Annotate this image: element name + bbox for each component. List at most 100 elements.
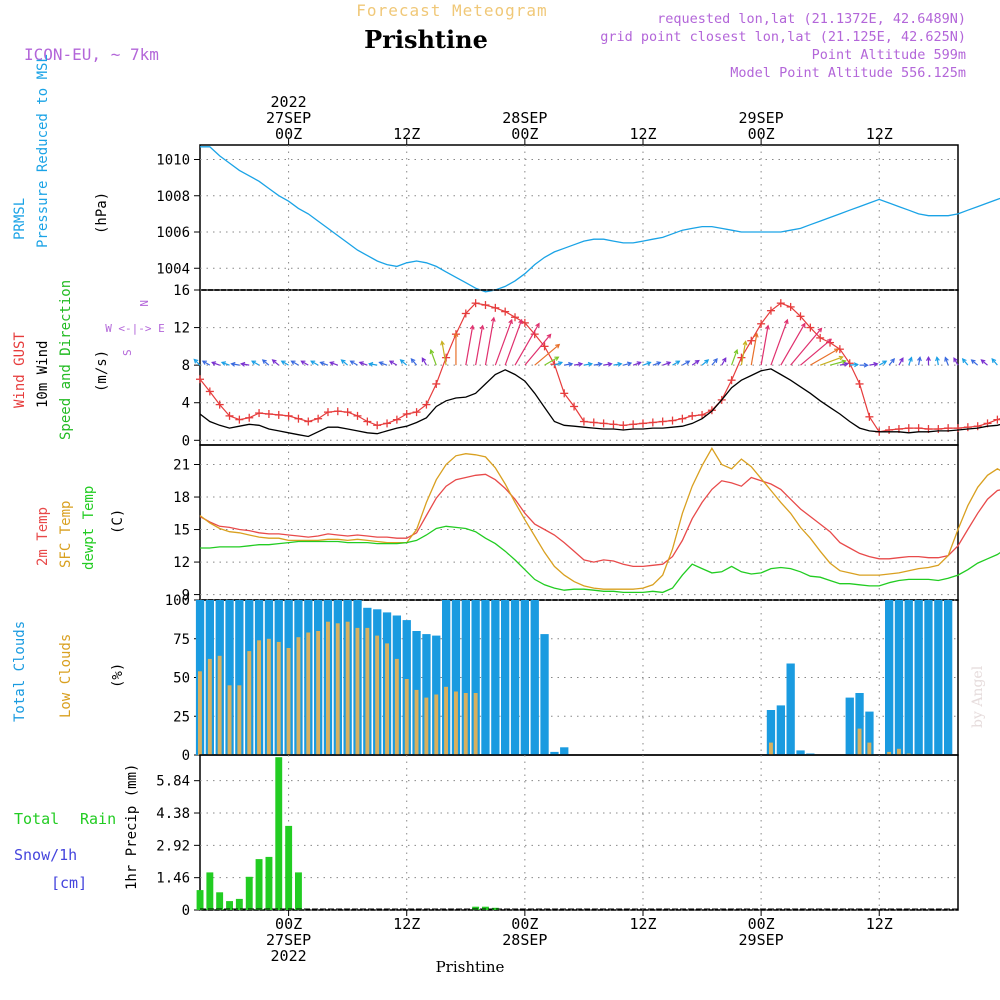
total-cloud-bar: [845, 697, 854, 755]
gust-marker: [570, 402, 579, 411]
panel-frame: [199, 289, 959, 446]
panel-frame: [199, 444, 959, 601]
wind-arrow: [369, 363, 378, 366]
rain-bar: [235, 898, 243, 910]
wind-arrow-head: [421, 357, 427, 363]
low-cloud-bar: [365, 627, 370, 755]
wind-arrow: [564, 363, 573, 366]
low-cloud-bar: [473, 693, 478, 755]
gust-marker: [501, 307, 510, 316]
wind-arrow: [410, 358, 418, 366]
gust-marker: [629, 420, 638, 429]
rain-bar: [482, 906, 489, 910]
gust-marker: [511, 313, 520, 322]
gust-marker: [540, 342, 549, 351]
wind-arrow: [359, 361, 368, 366]
y-tick-label: 12: [173, 555, 190, 571]
low-cloud-bar: [897, 748, 901, 755]
wind-arrow-head: [518, 318, 523, 325]
total-cloud-bar: [451, 600, 461, 755]
y-tick-label: 100: [165, 593, 190, 609]
time-label-bottom: 12Z: [629, 915, 656, 933]
wind-arrow: [379, 361, 388, 366]
total-cloud-bar: [422, 634, 431, 755]
wind-arrow-head: [508, 318, 513, 325]
wind-arrow: [400, 359, 408, 366]
time-label-bottom: 29SEP: [739, 931, 784, 949]
time-label-bottom: 12Z: [866, 915, 893, 933]
panel-label-total: Total Clouds: [12, 621, 28, 722]
wind-arrow-head: [535, 322, 540, 328]
wind-arrow: [740, 341, 747, 366]
gust-marker: [609, 420, 618, 429]
gust-marker: [688, 411, 697, 420]
wind-arrow: [971, 359, 979, 366]
credit: by Angel: [970, 665, 986, 728]
wind-arrow-head: [479, 324, 485, 330]
y-tick-label: 9: [182, 588, 190, 604]
low-cloud-bar: [867, 742, 872, 755]
y-tick-label: 0: [182, 748, 190, 764]
gust-marker: [392, 415, 401, 424]
gust-marker: [619, 421, 628, 430]
low-cloud-bar: [247, 651, 252, 755]
wind-arrow-head: [349, 360, 355, 365]
wind-arrow-head: [970, 359, 976, 364]
y-axis-label: (%): [110, 663, 126, 688]
total-cloud-bar: [530, 600, 539, 755]
wind-arrow-head: [240, 361, 246, 367]
compass-north: N: [137, 300, 150, 307]
wind-arrow: [839, 363, 848, 366]
gust-marker: [422, 400, 431, 409]
compass-label: W <-|-> E: [105, 322, 165, 335]
rain-bar: [295, 872, 302, 910]
model-label: ICON-EU, ~ 7km: [24, 45, 159, 64]
wind-arrow-head: [882, 360, 888, 365]
total-cloud-bar: [894, 600, 904, 755]
wind-arrow: [898, 357, 904, 366]
grid-point-coords: grid point closest lon,lat (21.125E, 42.…: [600, 29, 966, 45]
total-cloud-bar: [904, 600, 913, 755]
panel-pressure: 1004 1006 1008 1010 PRMSL Pressure Reduced to…: [12, 54, 1000, 293]
low-cloud-bar: [198, 671, 202, 755]
gust-marker: [954, 424, 962, 433]
wind-arrow-head: [991, 358, 997, 364]
wind-arrow-head: [908, 356, 913, 362]
panel-label-2m: 2m Temp: [35, 507, 51, 566]
wind-arrow: [251, 360, 260, 366]
wind-arrow-head: [834, 348, 840, 353]
gust-marker: [796, 312, 805, 321]
panel-label-snow: Snow/1h: [14, 846, 77, 864]
wind-arrow: [389, 360, 398, 366]
wind-arrow-head: [827, 338, 833, 344]
total-cloud-bar: [540, 634, 549, 755]
y-tick-label: 4: [182, 396, 190, 412]
wind-arrow-head: [917, 356, 922, 362]
wind-arrow-head: [626, 361, 633, 367]
rain-bar: [196, 890, 204, 910]
wind-arrow-head: [251, 360, 257, 365]
gust-marker: [205, 387, 214, 396]
rain-bar: [226, 901, 233, 910]
panel-label-rain: Rain: [80, 810, 116, 828]
wind-arrow-head: [817, 327, 823, 333]
wind-arrow: [554, 361, 563, 366]
panel-label-pressure: Pressure Reduced to MSL: [35, 54, 51, 248]
gust-marker: [727, 376, 736, 385]
wind-arrows: [193, 316, 998, 368]
wind-arrow: [652, 361, 661, 366]
wind-arrow-head: [300, 360, 306, 365]
wind-arrow-head: [873, 361, 879, 367]
wind-arrow-head: [280, 360, 286, 365]
gust-marker: [235, 415, 244, 424]
gust-marker: [865, 412, 874, 421]
wind-arrow: [944, 357, 949, 366]
gust-marker: [432, 379, 441, 388]
time-label-top: 12Z: [629, 125, 656, 143]
rain-bar: [245, 876, 253, 910]
wind-arrow-head: [340, 359, 346, 364]
total-cloud-bar: [235, 600, 244, 755]
low-cloud-bar: [394, 658, 399, 755]
